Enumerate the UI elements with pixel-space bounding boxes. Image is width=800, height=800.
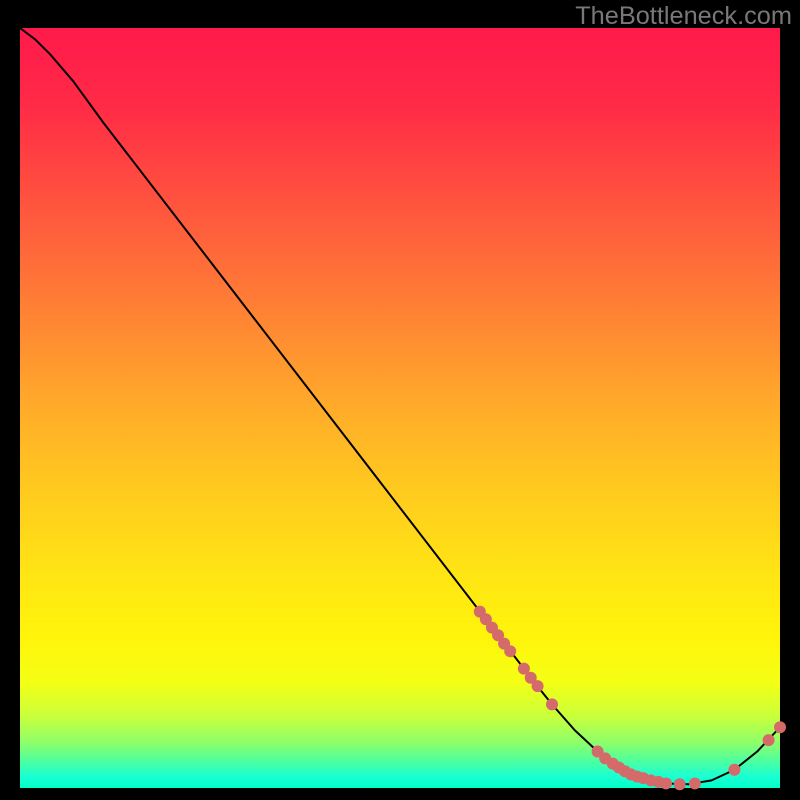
data-marker (660, 777, 672, 789)
data-marker (546, 698, 558, 710)
plot-background (20, 28, 780, 788)
data-marker (532, 680, 544, 692)
data-marker (504, 645, 516, 657)
data-marker (763, 734, 775, 746)
chart-svg (0, 0, 800, 800)
data-marker (774, 721, 786, 733)
data-marker (689, 777, 701, 789)
data-marker (728, 764, 740, 776)
data-marker (674, 778, 686, 790)
watermark-text: TheBottleneck.com (575, 2, 792, 31)
chart-frame: TheBottleneck.com (0, 0, 800, 800)
